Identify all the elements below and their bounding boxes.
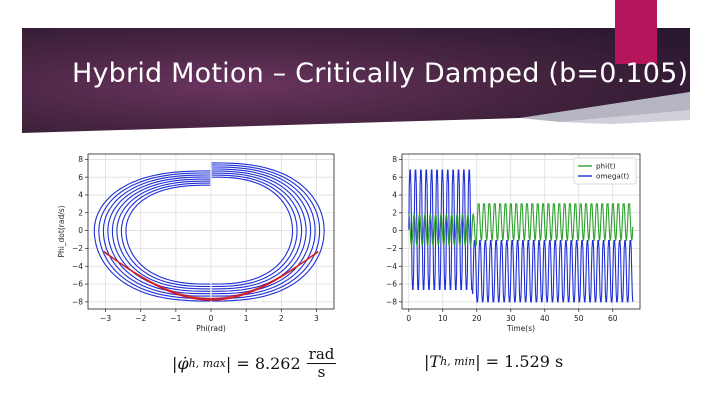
phase-loop-left <box>93 170 211 302</box>
plot-frame <box>87 153 335 310</box>
phase-loop-right <box>211 176 294 285</box>
x-tick-label: 30 <box>506 314 516 323</box>
x-tick-label: 20 <box>472 314 482 323</box>
y-tick-label: −8 <box>386 297 397 306</box>
phase-loop-right <box>211 168 312 295</box>
y-tick-label: 0 <box>78 226 83 235</box>
phase-loop-right <box>211 164 321 300</box>
x-axis-label: Time(s) <box>506 324 535 333</box>
omega-series-line <box>408 169 634 303</box>
y-tick-label: −6 <box>386 280 397 289</box>
x-tick-label: −1 <box>170 314 181 323</box>
y-tick-label: −2 <box>386 244 397 253</box>
y-tick-label: 6 <box>78 173 83 182</box>
phase-loop-left <box>107 176 211 295</box>
y-tick-label: 8 <box>392 155 397 164</box>
y-tick-label: 8 <box>78 155 83 164</box>
phase-loop-right <box>211 174 298 288</box>
time-series-chart: 0 10 20 30 40 50 60 −8 −6 −4 −2 0 2 4 6 8 Time(s) phi(t)o… <box>386 153 641 333</box>
title-banner <box>22 0 690 133</box>
phase-loop-left <box>120 182 211 288</box>
phase-loop-right <box>211 162 325 302</box>
x-tick-label: −3 <box>100 314 111 323</box>
x-tick-label: 2 <box>279 314 284 323</box>
x-tick-label: 40 <box>540 314 550 323</box>
y-tick-label: −4 <box>72 262 83 271</box>
x-tick-label: 1 <box>244 314 249 323</box>
accent-tab <box>615 0 657 64</box>
y-tick-label: −4 <box>386 262 397 271</box>
phase-loop-left <box>125 184 211 285</box>
phase-loop-left <box>116 180 211 290</box>
x-axis-label: Phi(rad) <box>196 324 226 333</box>
y-axis-label: Phi_dot(rad/s) <box>57 205 66 257</box>
phi-series-line <box>408 203 634 246</box>
x-tick-label: −2 <box>135 314 146 323</box>
phase-loop-left <box>102 174 211 297</box>
plot-frame <box>401 153 641 310</box>
y-tick-label: 6 <box>392 173 397 182</box>
y-tick-label: 0 <box>392 226 397 235</box>
legend-box <box>573 157 637 185</box>
x-tick-label: 0 <box>209 314 214 323</box>
y-tick-label: −6 <box>72 280 83 289</box>
y-tick-label: 2 <box>392 208 397 217</box>
legend-label: phi(t) <box>596 162 616 171</box>
y-tick-label: 2 <box>78 208 83 217</box>
x-tick-label: 10 <box>438 314 448 323</box>
phase-arc-red <box>103 251 319 299</box>
phase-portrait-chart: −3 −2 −1 0 1 2 3 −8 −6 −4 −2 0 2 4 6 8 Phi(rad) Phi_dot(r… <box>57 153 335 333</box>
y-tick-label: −2 <box>72 244 83 253</box>
slide-title: Hybrid Motion – Critically Damped (b=0.1… <box>72 58 689 89</box>
x-tick-label: 0 <box>406 314 411 323</box>
legend-label: omega(t) <box>596 172 629 181</box>
x-tick-label: 60 <box>608 314 618 323</box>
y-tick-label: 4 <box>78 191 83 200</box>
max-angular-velocity-equation: | φ̇ h, max | = 8.262 rad s <box>172 345 337 381</box>
x-tick-label: 3 <box>314 314 319 323</box>
y-tick-label: 4 <box>392 191 397 200</box>
x-tick-label: 50 <box>574 314 584 323</box>
phase-loop-right <box>211 172 303 290</box>
phase-loop-left <box>98 172 211 300</box>
phase-loop-right <box>211 166 316 297</box>
y-tick-label: −8 <box>72 297 83 306</box>
